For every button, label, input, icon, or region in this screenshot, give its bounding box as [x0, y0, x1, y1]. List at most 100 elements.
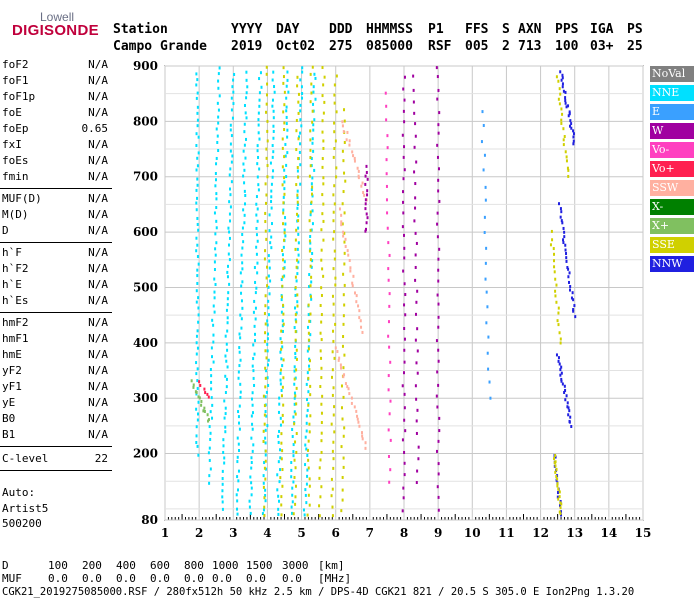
echo-point	[258, 98, 261, 102]
echo-point	[334, 283, 337, 287]
echo-point	[561, 221, 564, 225]
echo-point	[215, 197, 218, 201]
echo-point	[320, 320, 323, 324]
echo-point	[321, 193, 324, 197]
echo-point	[267, 299, 270, 303]
echo-point	[296, 304, 299, 308]
echo-point	[436, 75, 439, 79]
echo-point	[264, 488, 267, 492]
param-name: fmin	[2, 170, 29, 183]
echo-point	[564, 101, 567, 105]
echo-point	[231, 85, 234, 89]
echo-point	[264, 428, 267, 432]
echo-point	[264, 376, 267, 380]
echo-point	[230, 108, 233, 112]
echo-point	[322, 111, 325, 115]
param-value: N/A	[88, 428, 108, 441]
echo-point	[273, 85, 276, 89]
echo-point	[281, 275, 284, 279]
echo-point	[297, 214, 300, 218]
echo-point	[283, 155, 286, 159]
echo-point	[200, 399, 203, 403]
echo-point	[349, 269, 352, 273]
echo-point	[236, 436, 239, 440]
echo-point	[344, 245, 347, 249]
echo-point	[211, 416, 214, 420]
echo-point	[565, 252, 568, 256]
param-name: h`F2	[2, 262, 29, 275]
echo-point	[266, 349, 269, 353]
echo-point	[569, 288, 572, 292]
echo-point	[387, 374, 390, 378]
echo-point	[282, 66, 285, 70]
echo-point	[321, 130, 324, 134]
echo-point	[322, 202, 325, 206]
echo-point	[341, 120, 344, 124]
echo-point	[294, 275, 297, 279]
echo-point	[263, 404, 266, 408]
echo-point	[197, 412, 200, 416]
echo-point	[259, 71, 262, 75]
echo-point	[224, 406, 227, 410]
echo-point	[345, 138, 348, 142]
echo-point	[266, 119, 269, 123]
echo-point	[294, 330, 297, 334]
echo-point	[342, 159, 345, 163]
echo-point	[312, 149, 315, 153]
echo-point	[321, 119, 324, 123]
muf-value: 0.0	[246, 572, 266, 585]
echo-point	[257, 118, 260, 122]
param-row-fxi: fxI N/A	[0, 138, 112, 153]
echo-point	[322, 219, 325, 223]
echo-point	[299, 131, 302, 135]
param-name: B0	[2, 412, 16, 425]
echo-point	[307, 403, 310, 407]
echo-point	[564, 96, 567, 100]
param-name: h`F	[2, 246, 22, 259]
echo-point	[217, 86, 220, 90]
echo-point	[416, 469, 419, 473]
echo-point	[570, 296, 573, 300]
echo-point	[281, 183, 284, 187]
echo-point	[320, 258, 323, 262]
echo-point	[403, 418, 406, 422]
echo-point	[280, 457, 283, 461]
echo-point	[302, 508, 305, 512]
echo-point	[196, 281, 199, 285]
echo-point	[355, 409, 358, 413]
echo-point	[238, 350, 241, 354]
echo-point	[308, 249, 311, 253]
echo-point	[416, 289, 419, 293]
echo-point	[209, 437, 212, 441]
echo-point	[294, 440, 297, 444]
echo-point	[279, 371, 282, 375]
echo-point	[569, 415, 572, 419]
echo-point	[221, 477, 224, 481]
legend-item-noval: NoVal	[650, 66, 694, 82]
echo-point	[301, 70, 304, 74]
echo-point	[245, 78, 248, 82]
echo-point	[346, 249, 349, 253]
echo-point	[402, 211, 405, 215]
echo-point	[242, 240, 245, 244]
echo-point	[331, 505, 334, 509]
param-row-hme: hmE N/A	[0, 348, 112, 363]
echo-point	[267, 254, 270, 258]
echo-point	[386, 134, 389, 138]
echo-point	[238, 421, 241, 425]
param-separator	[0, 312, 112, 313]
echo-point	[309, 247, 312, 251]
echo-point	[559, 337, 562, 341]
echo-point	[414, 182, 417, 186]
echo-point	[251, 364, 254, 368]
echo-point	[266, 337, 269, 341]
echo-point	[352, 154, 355, 158]
echo-point	[279, 456, 282, 460]
echo-point	[282, 75, 285, 79]
echo-point	[196, 255, 199, 259]
echo-point	[366, 216, 369, 220]
echo-point	[207, 419, 210, 423]
echo-point	[404, 313, 407, 317]
echo-point	[347, 387, 350, 391]
echo-point	[252, 443, 255, 447]
